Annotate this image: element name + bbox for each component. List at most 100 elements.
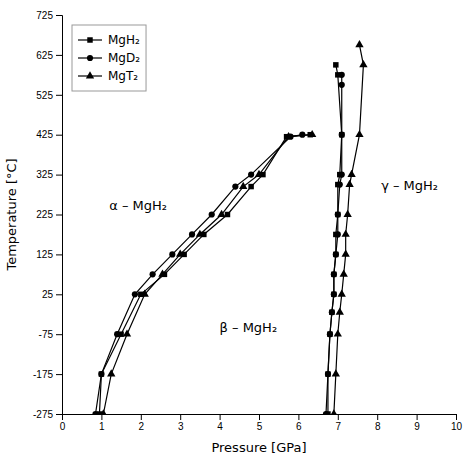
data-point — [150, 271, 156, 277]
data-point — [132, 291, 138, 297]
series-line — [103, 135, 312, 414]
tick-mark — [101, 414, 102, 420]
tick-label: 425 — [36, 129, 53, 140]
tick-mark — [56, 334, 62, 335]
data-point — [335, 211, 341, 217]
legend-label: MgD₂ — [108, 51, 140, 65]
x-axis-tick: 4 — [217, 414, 223, 432]
x-axis-line — [63, 415, 457, 421]
tick-label: 25 — [42, 289, 54, 300]
data-point — [141, 289, 149, 296]
data-point — [339, 82, 345, 88]
series-line — [334, 45, 364, 414]
data-point — [232, 183, 238, 189]
data-point — [330, 409, 338, 414]
x-axis-tick: 0 — [60, 414, 66, 432]
y-axis-tick: 525 — [36, 90, 62, 101]
series — [330, 40, 368, 414]
series — [323, 72, 345, 414]
data-point — [189, 231, 195, 237]
data-point — [331, 291, 337, 297]
series-line — [95, 135, 302, 414]
tick-label: -175 — [33, 369, 53, 380]
tick-mark — [220, 414, 221, 420]
tick-label: 0 — [60, 421, 66, 432]
data-point — [355, 40, 363, 47]
tick-mark — [56, 95, 62, 96]
y-axis-tick: 325 — [36, 169, 62, 180]
data-point — [158, 270, 166, 277]
data-point — [255, 170, 263, 177]
tick-mark — [456, 414, 457, 420]
tick-mark — [56, 175, 62, 176]
series — [92, 132, 305, 414]
annotation: β – MgH₂ — [220, 320, 278, 335]
data-point — [248, 184, 253, 189]
data-point — [333, 252, 338, 257]
x-axis-tick: 10 — [451, 414, 463, 432]
tick-label: 4 — [217, 421, 223, 432]
data-point — [336, 307, 344, 314]
data-point — [339, 172, 345, 178]
y-axis-tick: -175 — [33, 369, 62, 380]
plot: 012345678910-275-175-7525125225325425525… — [33, 10, 463, 432]
legend-marker — [86, 71, 94, 78]
tick-label: 3 — [178, 421, 184, 432]
x-axis-tick: 1 — [99, 414, 105, 432]
y-axis-line — [56, 16, 63, 415]
legend-label: MgT₂ — [108, 69, 138, 83]
data-point — [329, 310, 334, 315]
tick-label: 225 — [36, 209, 53, 220]
data-point — [343, 210, 351, 217]
x-axis-tick: 3 — [178, 414, 184, 432]
series — [97, 132, 313, 414]
data-point — [329, 309, 335, 315]
y-axis-tick: 625 — [36, 50, 62, 61]
data-point — [99, 409, 107, 414]
annotation: α – MgH₂ — [109, 198, 167, 213]
data-point — [331, 292, 336, 297]
data-point — [342, 230, 350, 237]
legend-marker — [87, 55, 93, 61]
y-axis-tick: 425 — [36, 129, 62, 140]
data-point — [342, 250, 350, 257]
chart: 012345678910-275-175-7525125225325425525… — [0, 0, 474, 462]
tick-mark — [56, 15, 62, 16]
series-line — [99, 135, 310, 414]
data-point — [308, 130, 316, 137]
y-axis: -275-175-7525125225325425525625725 — [33, 10, 63, 420]
x-axis-tick: 2 — [139, 414, 145, 432]
annotation: γ – MgH₂ — [381, 178, 438, 193]
data-point — [323, 411, 329, 414]
data-point — [196, 230, 204, 237]
data-point — [339, 132, 345, 138]
tick-label: 1 — [99, 421, 105, 432]
legend-item: MgH₂ — [78, 33, 140, 47]
tick-mark — [377, 414, 378, 420]
y-axis-tick: -75 — [39, 329, 62, 340]
tick-label: -275 — [33, 409, 53, 420]
tick-label: 625 — [36, 50, 53, 61]
tick-mark — [56, 254, 62, 255]
marks — [92, 40, 367, 414]
data-point — [209, 211, 215, 217]
data-point — [123, 329, 131, 336]
legend-item: MgT₂ — [78, 69, 138, 83]
tick-mark — [298, 414, 299, 420]
x-axis-tick: 8 — [375, 414, 381, 432]
series — [99, 130, 316, 414]
tick-mark — [338, 414, 339, 420]
tick-mark — [56, 414, 62, 415]
data-point — [339, 132, 344, 137]
data-point — [327, 331, 333, 337]
tick-label: 725 — [36, 10, 53, 21]
data-point — [355, 130, 363, 137]
tick-label: 5 — [257, 421, 263, 432]
tick-mark — [259, 414, 260, 420]
data-point — [176, 250, 184, 257]
x-axis-tick: 7 — [336, 414, 342, 432]
data-point — [331, 272, 336, 277]
tick-mark — [56, 135, 62, 136]
data-point — [339, 72, 345, 78]
y-axis-tick: 725 — [36, 10, 62, 21]
